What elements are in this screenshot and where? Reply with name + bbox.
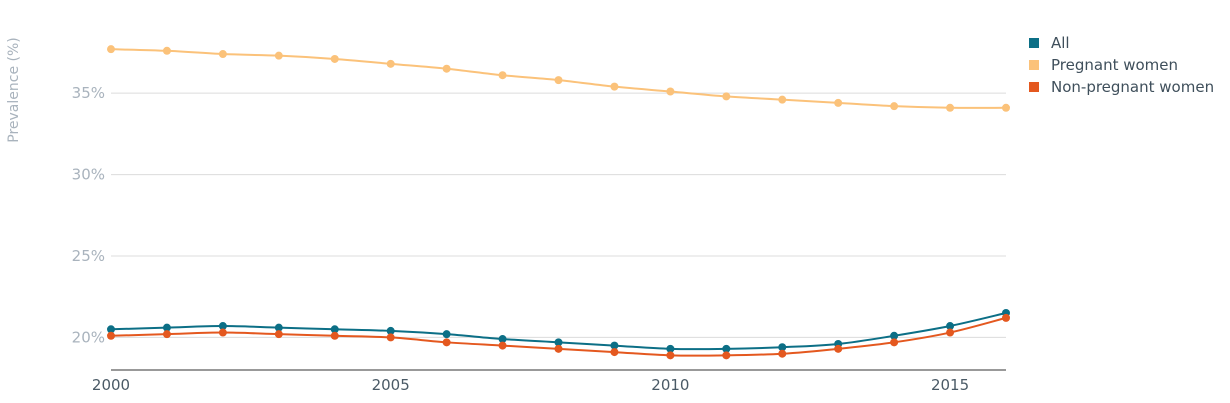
data-point	[554, 344, 563, 353]
data-point	[162, 323, 171, 332]
data-point	[442, 338, 451, 347]
data-point	[554, 76, 563, 85]
data-point	[834, 98, 843, 107]
y-tick-label: 20%	[72, 328, 105, 346]
data-point	[330, 331, 339, 340]
data-point	[442, 64, 451, 73]
x-tick-label: 2015	[931, 376, 969, 394]
legend-swatch	[1029, 82, 1039, 92]
data-point	[274, 323, 283, 332]
data-point	[330, 325, 339, 334]
data-point	[1002, 103, 1010, 112]
data-point	[498, 341, 507, 350]
data-point	[778, 349, 787, 358]
data-point	[666, 344, 675, 353]
data-point	[554, 338, 563, 347]
data-point	[722, 344, 731, 353]
legend-label: All	[1051, 34, 1070, 52]
data-point	[107, 331, 115, 340]
data-point	[386, 333, 395, 342]
data-point	[722, 351, 731, 360]
data-point	[946, 328, 955, 337]
data-point	[722, 92, 731, 101]
data-point	[218, 50, 227, 59]
data-point	[274, 51, 283, 60]
y-tick-label: 35%	[72, 84, 105, 102]
data-point	[218, 322, 227, 331]
data-point	[610, 348, 619, 357]
legend-item: Pregnant women	[1029, 54, 1214, 76]
data-point	[498, 335, 507, 344]
x-tick-label: 2010	[651, 376, 689, 394]
legend: All Pregnant women Non-pregnant women	[1029, 32, 1214, 98]
data-point	[946, 322, 955, 331]
data-point	[778, 343, 787, 352]
data-point	[890, 102, 899, 111]
data-point	[1002, 313, 1010, 322]
data-point	[498, 71, 507, 80]
legend-swatch	[1029, 60, 1039, 70]
y-tick-label: 30%	[72, 166, 105, 184]
legend-item: Non-pregnant women	[1029, 76, 1214, 98]
legend-swatch	[1029, 38, 1039, 48]
data-point	[107, 45, 115, 54]
data-point	[946, 103, 955, 112]
data-point	[442, 330, 451, 339]
legend-label: Pregnant women	[1051, 56, 1179, 74]
data-point	[610, 341, 619, 350]
y-axis-title: Prevalence (%)	[6, 37, 22, 143]
legend-item: All	[1029, 32, 1214, 54]
data-point	[834, 344, 843, 353]
x-tick-label: 2000	[92, 376, 130, 394]
data-point	[218, 328, 227, 337]
legend-label: Non-pregnant women	[1051, 78, 1215, 96]
data-point	[778, 95, 787, 104]
data-point	[666, 87, 675, 96]
data-point	[386, 59, 395, 68]
data-point	[890, 331, 899, 340]
x-tick-label: 2005	[372, 376, 410, 394]
data-point	[274, 330, 283, 339]
data-point	[162, 330, 171, 339]
data-point	[666, 351, 675, 360]
data-point	[162, 46, 171, 55]
data-point	[890, 338, 899, 347]
data-point	[330, 54, 339, 63]
data-point	[610, 82, 619, 91]
data-point	[386, 326, 395, 335]
y-tick-label: 25%	[72, 247, 105, 265]
data-point	[107, 325, 115, 334]
